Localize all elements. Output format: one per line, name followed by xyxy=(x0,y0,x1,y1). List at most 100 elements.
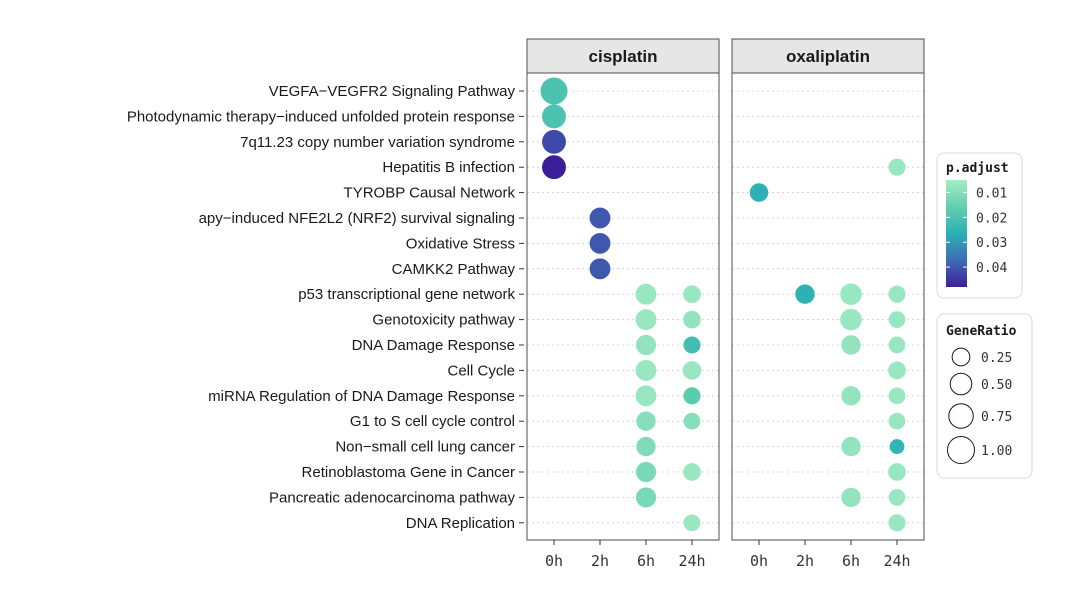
x-tick-label: 24h xyxy=(678,552,705,570)
size-legend-circle xyxy=(951,347,971,367)
term-label: Hepatitis B infection xyxy=(382,159,515,176)
term-label: G1 to S cell cycle control xyxy=(350,413,515,430)
x-tick-label: 0h xyxy=(750,552,768,570)
x-tick-label: 0h xyxy=(545,552,563,570)
size-legend-circle xyxy=(949,372,973,396)
data-point xyxy=(683,285,701,304)
term-label: VEGFA−VEGFR2 Signaling Pathway xyxy=(269,83,516,100)
data-point xyxy=(840,308,862,331)
data-point xyxy=(636,436,656,457)
data-point xyxy=(589,258,611,280)
facet-strip xyxy=(731,38,925,74)
term-label: p53 transcriptional gene network xyxy=(298,286,515,303)
data-point xyxy=(888,387,906,405)
data-point xyxy=(841,386,861,406)
panel-oxaliplatin: oxaliplatin 0h 2h 6h 24h xyxy=(731,38,925,570)
data-point xyxy=(888,311,906,328)
data-point xyxy=(542,104,566,129)
size-legend-label: 0.50 xyxy=(981,378,1012,393)
size-legend-label: 1.00 xyxy=(981,444,1012,459)
term-label: Retinoblastoma Gene in Cancer xyxy=(302,464,515,481)
term-label: 7q11.23 copy number variation syndrome xyxy=(240,134,515,151)
data-point xyxy=(795,284,815,304)
data-point xyxy=(635,487,657,508)
term-label: apy−induced NFE2L2 (NRF2) survival signa… xyxy=(199,210,515,227)
legend-title: p.adjust xyxy=(946,161,1009,176)
data-point xyxy=(683,514,701,532)
data-point xyxy=(540,77,568,105)
term-label: CAMKK2 Pathway xyxy=(392,261,516,278)
data-point xyxy=(635,334,657,356)
data-point xyxy=(542,155,566,180)
term-label: DNA Damage Response xyxy=(352,337,515,354)
term-label: DNA Replication xyxy=(406,515,515,532)
size-legend-circle xyxy=(947,436,975,464)
data-point xyxy=(888,489,906,506)
term-label: Photodynamic therapy−induced unfolded pr… xyxy=(127,108,515,125)
term-label: Genotoxicity pathway xyxy=(372,312,515,329)
data-point xyxy=(683,412,701,430)
data-point xyxy=(635,359,657,381)
data-point xyxy=(841,487,861,508)
color-legend-label: 0.04 xyxy=(976,261,1007,276)
data-point xyxy=(542,129,566,154)
x-tick-label: 6h xyxy=(637,552,655,570)
data-point xyxy=(888,463,906,481)
gene-ratio-legend: GeneRatio 0.25 0.50 0.75 1.00 xyxy=(936,313,1033,479)
term-label: miRNA Regulation of DNA Damage Response xyxy=(208,388,515,405)
data-point xyxy=(636,411,656,431)
data-point xyxy=(889,439,905,455)
data-point xyxy=(841,335,861,355)
facet-strip-label: cisplatin xyxy=(589,47,658,66)
term-axis-labels: VEGFA−VEGFR2 Signaling Pathway Photodynam… xyxy=(127,83,524,532)
data-point xyxy=(888,361,906,380)
facet-panels: cisplatin 0h 2h 6h 24h oxaliplatin 0h 2h 6h 24h xyxy=(526,38,925,570)
data-point xyxy=(635,385,657,407)
size-legend-label: 0.75 xyxy=(981,410,1012,425)
x-tick-label: 2h xyxy=(796,552,814,570)
panel-background xyxy=(732,73,924,540)
color-legend-label: 0.02 xyxy=(976,211,1007,226)
data-point xyxy=(683,310,701,329)
term-label: TYROBP Causal Network xyxy=(344,185,516,202)
data-point xyxy=(589,207,611,229)
term-label: Cell Cycle xyxy=(447,362,515,379)
panel-border xyxy=(526,72,720,541)
data-point xyxy=(888,285,906,303)
dots-oxaliplatin xyxy=(749,158,906,532)
size-legend-label: 0.25 xyxy=(981,351,1012,366)
data-point xyxy=(683,387,701,405)
size-legend-circle xyxy=(948,403,974,429)
panel-border xyxy=(731,72,925,541)
data-point xyxy=(635,309,657,331)
data-point xyxy=(841,436,861,457)
data-point xyxy=(840,283,862,305)
data-point xyxy=(683,463,701,481)
data-point xyxy=(635,283,657,305)
x-tick-label: 6h xyxy=(842,552,860,570)
data-point xyxy=(888,412,906,430)
term-label: Non−small cell lung cancer xyxy=(335,439,515,456)
data-point xyxy=(589,232,611,254)
data-point xyxy=(888,336,906,354)
term-label: Oxidative Stress xyxy=(406,235,515,252)
x-tick-label: 2h xyxy=(591,552,609,570)
data-point xyxy=(682,361,702,380)
facet-strip xyxy=(526,38,720,74)
data-point xyxy=(888,158,906,176)
legend-title: GeneRatio xyxy=(946,324,1017,339)
term-label: Pancreatic adenocarcinoma pathway xyxy=(269,489,515,506)
dots-cisplatin xyxy=(540,77,702,532)
facet-strip-label: oxaliplatin xyxy=(786,47,870,66)
data-point xyxy=(635,461,657,483)
color-legend-label: 0.01 xyxy=(976,186,1007,201)
color-bar xyxy=(946,180,967,287)
x-tick-label: 24h xyxy=(883,552,910,570)
p-adjust-legend: p.adjust 0.01 0.02 0.03 0.04 xyxy=(936,152,1023,299)
color-legend-label: 0.03 xyxy=(976,236,1007,251)
data-point xyxy=(888,514,906,532)
data-point xyxy=(683,336,701,354)
panel-cisplatin: cisplatin 0h 2h 6h 24h xyxy=(526,38,720,570)
data-point xyxy=(749,183,769,202)
